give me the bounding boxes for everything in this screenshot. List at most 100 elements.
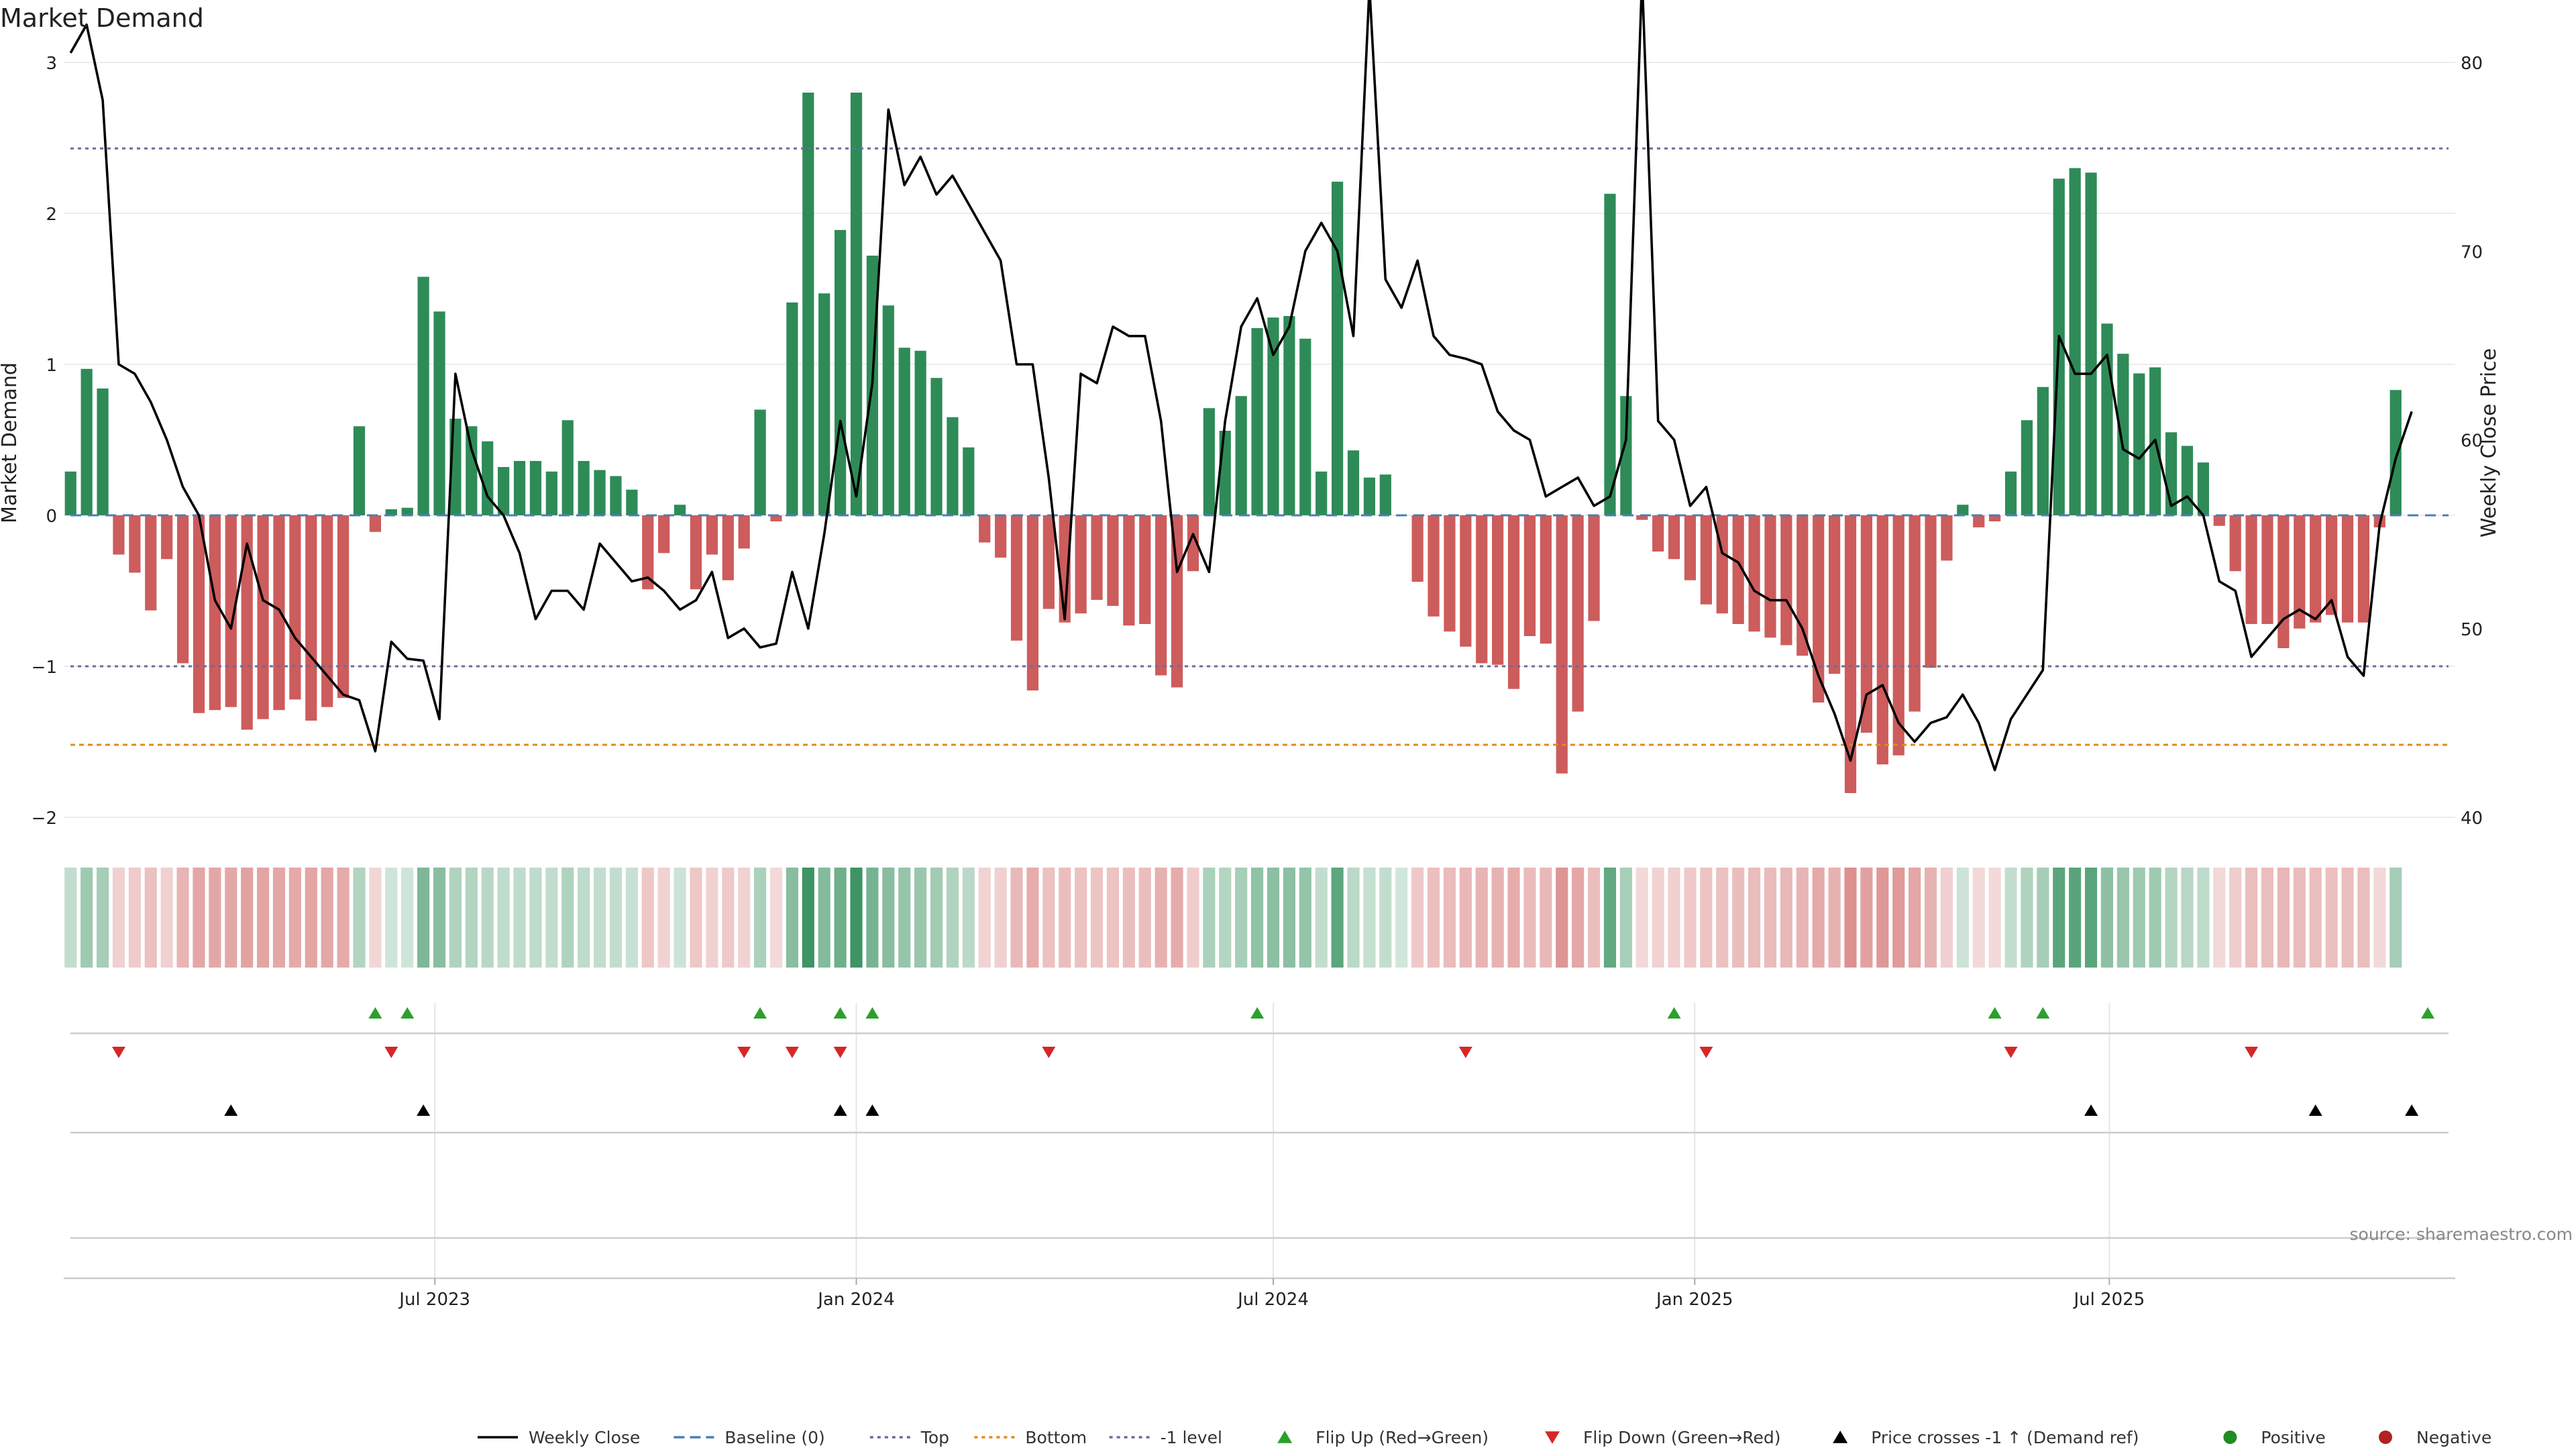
heat-cell	[1796, 868, 1809, 968]
flip-down-marker	[833, 1047, 847, 1058]
heat-cell	[1876, 868, 1889, 968]
heat-cell	[657, 868, 670, 968]
heat-cell	[1106, 868, 1120, 968]
demand-bar	[818, 293, 830, 515]
demand-bar	[834, 229, 847, 515]
heat-cell	[1619, 868, 1632, 968]
demand-bar	[979, 515, 991, 543]
heat-cell	[225, 868, 237, 968]
demand-bar	[1203, 408, 1215, 515]
heat-cell	[1010, 868, 1023, 968]
heat-cell	[578, 868, 590, 968]
flip-up-marker	[833, 1007, 847, 1019]
flip-down-marker	[384, 1047, 398, 1058]
demand-bar	[1732, 515, 1744, 624]
heat-cell	[786, 868, 798, 968]
demand-bar	[2181, 446, 2194, 515]
demand-bar	[2085, 172, 2097, 515]
heat-cell	[64, 868, 77, 968]
heat-cell	[2004, 868, 2017, 968]
heat-cell	[2325, 868, 2338, 968]
heat-cell	[2213, 868, 2226, 968]
heat-cell	[545, 868, 558, 968]
heat-cell	[241, 868, 254, 968]
y-tick-label: −2	[32, 809, 57, 829]
heat-cell	[2133, 868, 2145, 968]
price-cross-marker	[833, 1104, 847, 1116]
heat-cell	[1716, 868, 1729, 968]
demand-bar	[882, 305, 894, 515]
legend-label: Baseline (0)	[724, 1428, 824, 1447]
demand-bar	[1251, 328, 1263, 515]
demand-bar	[482, 441, 494, 515]
demand-bar	[1507, 515, 1520, 689]
demand-bar	[1139, 515, 1151, 624]
price-cross-marker	[224, 1104, 238, 1116]
demand-bar	[498, 467, 510, 515]
flip-up-marker	[400, 1007, 415, 1019]
heat-cell	[2309, 868, 2322, 968]
heat-cell	[1075, 868, 1087, 968]
heat-cell	[2293, 868, 2306, 968]
flip-down-marker	[737, 1047, 751, 1058]
heat-cell	[272, 868, 286, 968]
demand-bar	[1107, 515, 1119, 606]
demand-bar	[273, 515, 285, 711]
demand-bar	[626, 489, 638, 515]
flip-up-marker	[753, 1007, 767, 1019]
heat-cell	[1443, 868, 1456, 968]
x-tick-label: Jul 2025	[2072, 1290, 2145, 1310]
heat-cell	[1411, 868, 1424, 968]
demand-bar	[802, 93, 814, 515]
demand-bar	[545, 471, 557, 515]
demand-bar	[898, 348, 910, 515]
heat-cell	[1026, 868, 1039, 968]
legend-swatch	[2223, 1431, 2237, 1444]
heat-cell	[2069, 868, 2082, 968]
heat-cell	[930, 868, 943, 968]
y-tick-label: 2	[46, 205, 57, 225]
heat-cell	[433, 868, 446, 968]
demand-bar	[1363, 477, 1376, 515]
flip-up-marker	[865, 1007, 879, 1019]
heat-cell	[1219, 868, 1232, 968]
demand-bar	[305, 515, 317, 721]
legend-label: Positive	[2261, 1428, 2325, 1447]
price-cross-marker	[2405, 1104, 2419, 1116]
heat-cell	[978, 868, 991, 968]
heat-cell	[1475, 868, 1488, 968]
demand-bar	[2357, 515, 2370, 623]
heat-cell	[1523, 868, 1536, 968]
demand-bar	[466, 426, 478, 515]
demand-bar	[1764, 515, 1776, 638]
heat-cell	[1459, 868, 1472, 968]
heat-cell	[1395, 868, 1408, 968]
demand-bar	[1155, 515, 1167, 676]
demand-bar	[2197, 462, 2209, 515]
legend-swatch	[1545, 1431, 1560, 1444]
heat-cell	[369, 868, 382, 968]
heat-cell	[1828, 868, 1841, 968]
heat-cell	[802, 868, 814, 968]
demand-bar	[2294, 515, 2306, 629]
heat-cell	[1138, 868, 1151, 968]
x-tick-label: Jul 2024	[1236, 1290, 1309, 1310]
chart-title: Market Demand	[0, 3, 204, 33]
demand-bar	[1476, 515, 1488, 664]
demand-bar	[1299, 338, 1311, 515]
heat-cell	[176, 868, 189, 968]
heat-cell	[674, 868, 686, 968]
demand-bar	[706, 515, 718, 555]
heat-cell	[593, 868, 606, 968]
heat-cell	[1187, 868, 1199, 968]
y-tick-label: 0	[46, 507, 57, 527]
demand-bar	[2037, 386, 2049, 515]
legend: Weekly Close Baseline (0) Top Bottom -1 leve…	[478, 1428, 2491, 1447]
demand-bar	[1636, 515, 1648, 520]
heat-cell	[625, 868, 638, 968]
heat-cell	[1909, 868, 1921, 968]
demand-bar	[1572, 515, 1584, 712]
heat-cell	[2053, 868, 2065, 968]
demand-bar	[2213, 515, 2225, 526]
y2-tick-label: 70	[2461, 242, 2483, 262]
